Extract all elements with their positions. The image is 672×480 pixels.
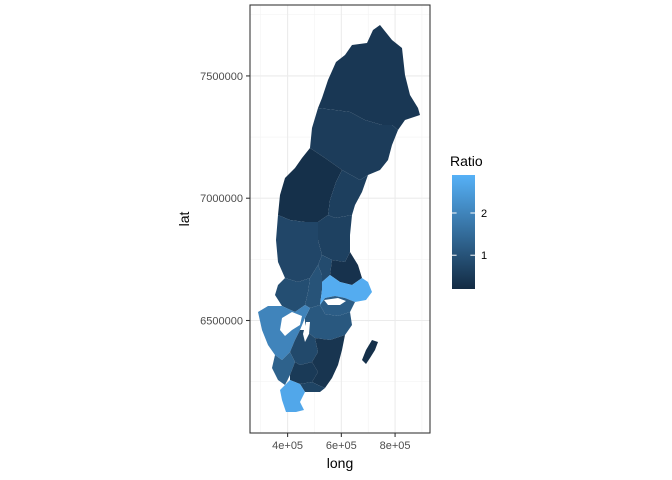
region-ostergotland [305,305,352,340]
region-norrbotten [318,25,420,130]
region-halland [272,352,295,385]
x-tick-label: 4e+05 [272,440,303,452]
region-vastmanland [318,255,332,282]
axes: 4e+05 6e+05 8e+05 6500000 7000000 7500000 [200,71,410,452]
x-axis-title: long [327,455,353,471]
region-uppsala [330,252,362,285]
legend-label: 2 [481,208,487,220]
region-vasternorrland [328,170,368,218]
y-tick-label: 7500000 [200,71,243,83]
legend-ticks: 12 [452,208,487,262]
y-axis-title: lat [176,212,192,227]
legend-label: 1 [481,250,487,262]
lake-vanern [280,312,302,336]
region-gavleborg [318,215,352,262]
legend-title: Ratio [450,153,483,169]
lake-malaren [324,298,346,305]
region-gotland [362,340,378,364]
region-kalmar [312,335,345,388]
region-orebro [305,265,322,308]
region-jonkoping [290,330,318,365]
panel-border [249,4,431,434]
region-kronoberg [290,362,318,384]
legend: Ratio 12 [450,153,487,289]
lake-vattern [303,322,310,342]
region-jamtland [278,148,342,222]
region-stockholm [320,275,372,305]
y-tick-label: 7000000 [200,193,243,205]
region-blekinge [300,382,325,392]
region-dalarna [276,215,322,282]
region-varmland [275,278,310,312]
region-layer [258,25,420,412]
x-tick-label: 8e+05 [380,440,411,452]
region-vasterbotten [310,108,398,180]
y-tick-label: 6500000 [200,315,243,327]
legend-colorbar [452,175,475,289]
x-tick-label: 6e+05 [326,440,357,452]
region-skane [280,380,305,412]
